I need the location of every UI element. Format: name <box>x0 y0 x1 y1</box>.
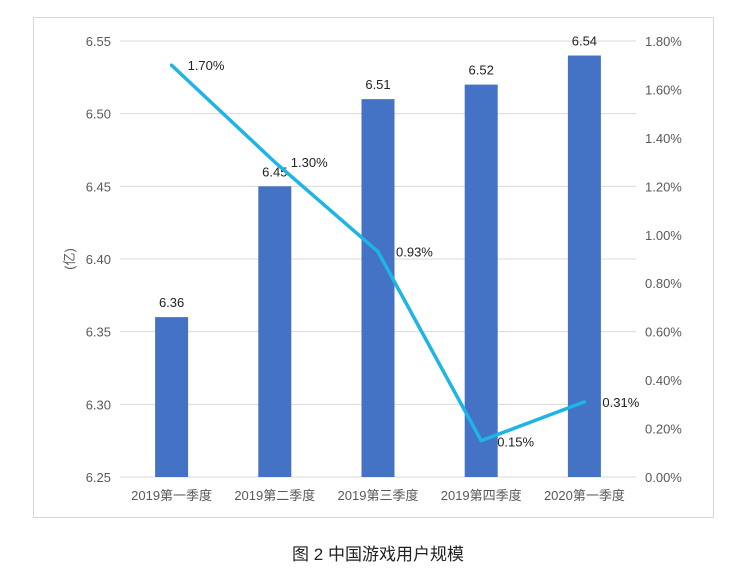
y2-tick-label: 1.00% <box>645 228 682 243</box>
chart-frame <box>33 17 714 518</box>
y-axis-label: (亿) <box>62 248 77 270</box>
line-data-label: 1.30% <box>291 155 328 170</box>
y2-tick-label: 1.20% <box>645 179 682 194</box>
bar <box>464 84 498 477</box>
line-data-label: 0.31% <box>602 395 639 410</box>
y-tick-label: 6.35 <box>86 325 111 340</box>
x-tick-label: 2019第二季度 <box>234 488 315 503</box>
y2-tick-label: 0.00% <box>645 470 682 485</box>
y2-tick-label: 0.80% <box>645 276 682 291</box>
y-tick-label: 6.45 <box>86 179 111 194</box>
y2-tick-label: 0.60% <box>645 325 682 340</box>
chart-caption: 图 2 中国游戏用户规模 <box>292 545 464 564</box>
y2-tick-label: 0.20% <box>645 422 682 437</box>
y-tick-label: 6.30 <box>86 397 111 412</box>
bar <box>258 186 292 478</box>
x-tick-label: 2019第一季度 <box>131 488 212 503</box>
bar <box>361 99 395 477</box>
x-tick-label: 2019第四季度 <box>441 488 522 503</box>
x-tick-label: 2020第一季度 <box>544 488 625 503</box>
x-tick-label: 2019第三季度 <box>338 488 419 503</box>
line-data-label: 0.93% <box>396 245 433 260</box>
line-data-label: 0.15% <box>497 435 534 450</box>
bar-data-label: 6.54 <box>572 34 597 49</box>
bar-data-label: 6.51 <box>365 77 390 92</box>
y2-tick-label: 1.40% <box>645 131 682 146</box>
y-tick-label: 6.40 <box>86 252 111 267</box>
y-tick-label: 6.50 <box>86 107 111 122</box>
y2-tick-label: 1.60% <box>645 82 682 97</box>
y2-tick-label: 1.80% <box>645 34 682 49</box>
y-tick-label: 6.55 <box>86 34 111 49</box>
y2-tick-label: 0.40% <box>645 373 682 388</box>
y-tick-label: 6.25 <box>86 470 111 485</box>
bar-data-label: 6.36 <box>159 295 184 310</box>
bar <box>567 55 601 478</box>
line-data-label: 1.70% <box>188 58 225 73</box>
bar-data-label: 6.52 <box>469 63 494 78</box>
bar <box>155 317 189 477</box>
